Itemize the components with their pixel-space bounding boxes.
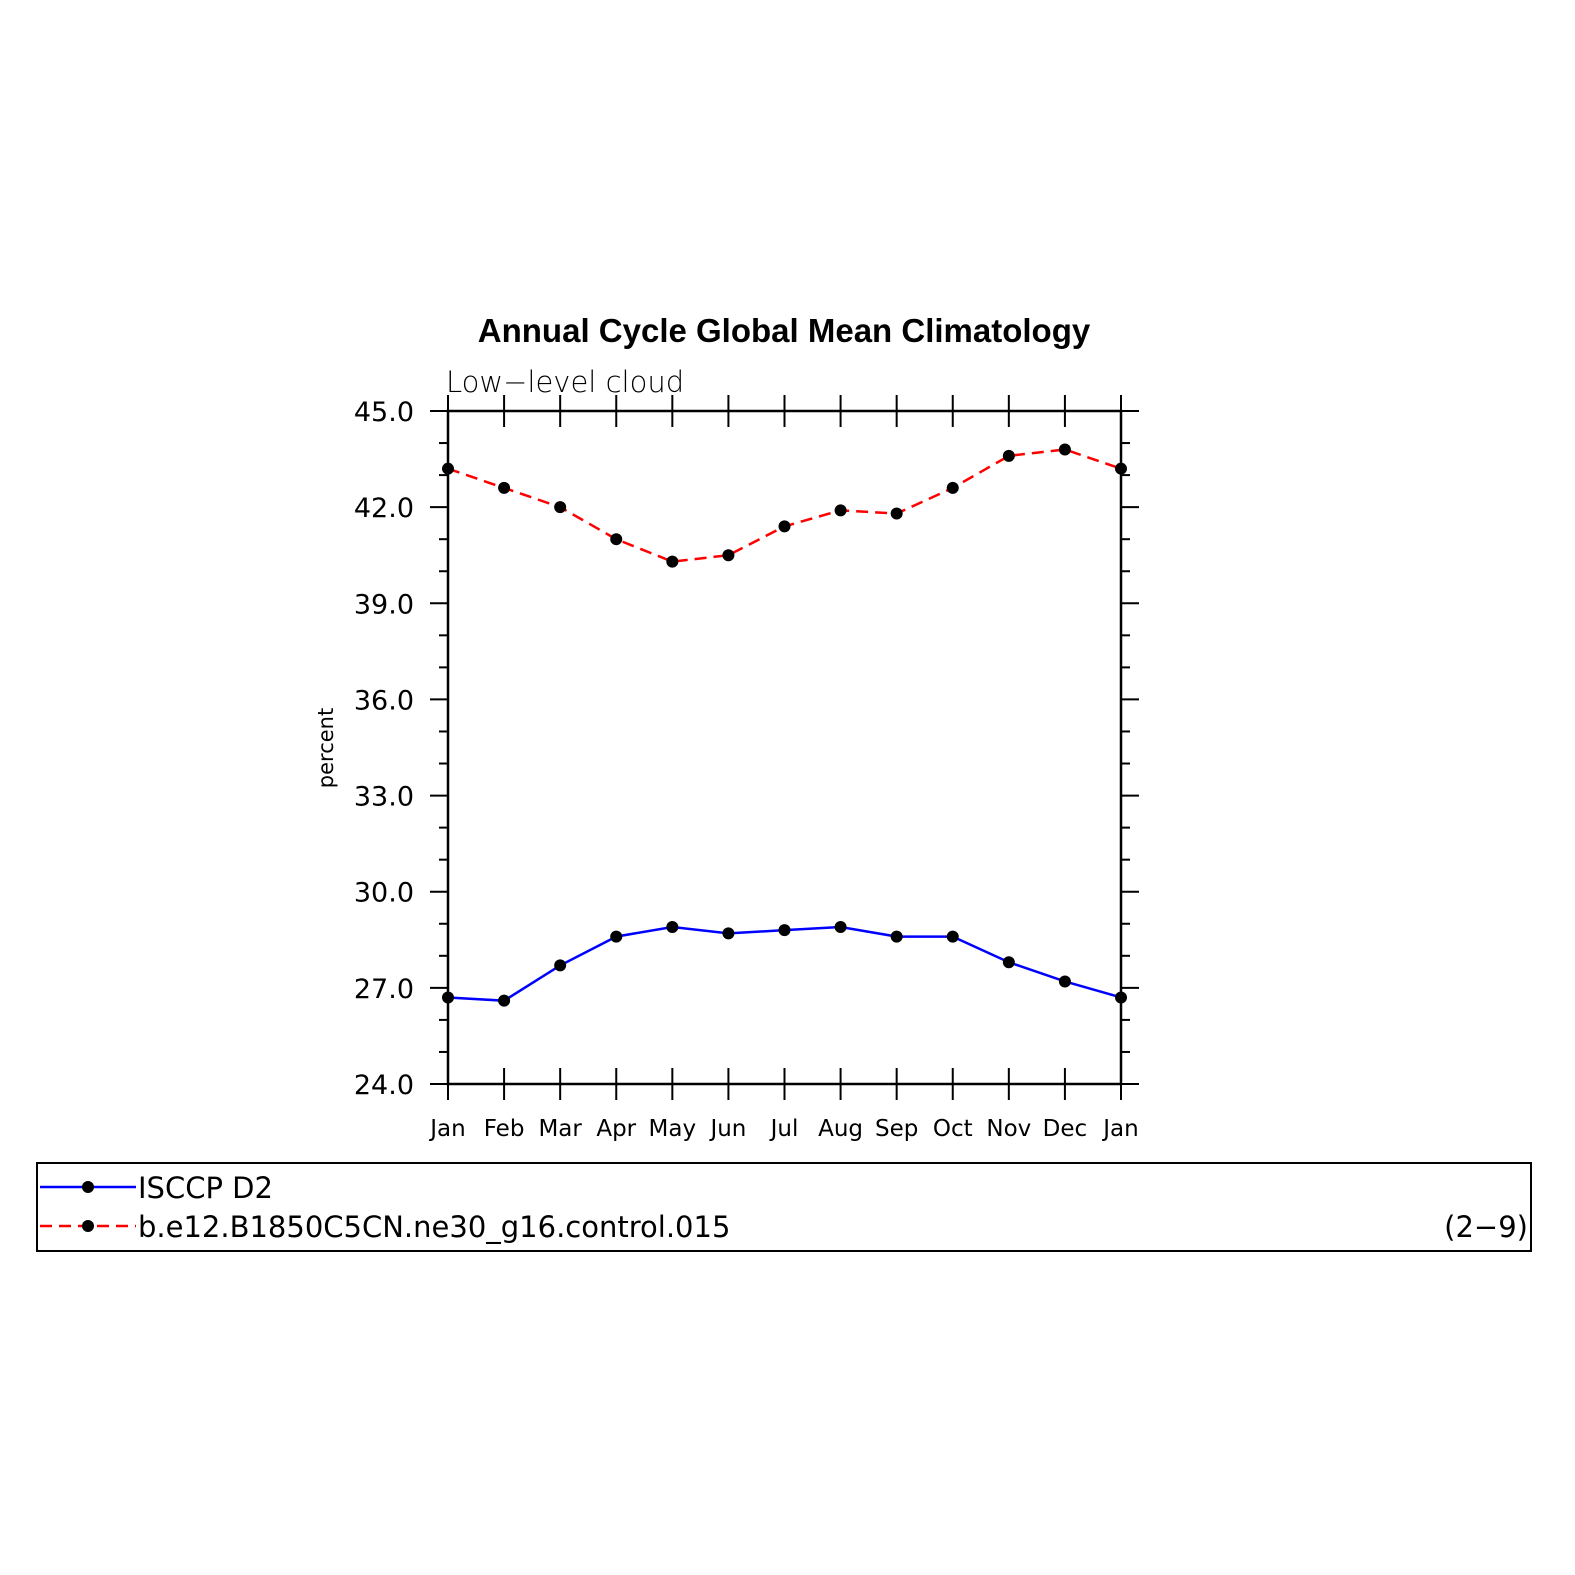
data-point <box>1002 956 1015 969</box>
y-tick-label: 30.0 <box>354 878 414 909</box>
data-point <box>666 920 679 933</box>
legend-marker-1 <box>82 1220 94 1232</box>
x-tick-label: Apr <box>596 1116 636 1142</box>
data-point <box>498 994 511 1007</box>
y-tick-label: 24.0 <box>354 1070 414 1101</box>
x-tick-label: Oct <box>933 1116 973 1142</box>
x-tick-label: Mar <box>538 1116 582 1142</box>
data-point <box>834 920 847 933</box>
chart-subtitle: Low−level cloud <box>446 365 684 399</box>
x-tick-labels: Jan Feb Mar Apr May Jun Jul Aug Sep Oct Nov Dec Jan <box>428 1116 1138 1142</box>
x-tick-label: Sep <box>875 1116 918 1142</box>
legend-box <box>36 1162 1532 1252</box>
x-tick-label: May <box>649 1116 697 1142</box>
data-point <box>778 924 791 937</box>
data-point <box>666 555 679 568</box>
data-point <box>1058 443 1071 456</box>
x-tick-label: Jan <box>1101 1116 1138 1142</box>
y-axis-label: percent <box>314 708 338 788</box>
y-tick-label: 45.0 <box>354 397 414 428</box>
x-tick-label: Jun <box>708 1116 746 1142</box>
chart-title: Annual Cycle Global Mean Climatology <box>478 312 1091 349</box>
x-tick-label: Jul <box>769 1116 799 1142</box>
y-tick-label: 36.0 <box>354 685 414 716</box>
data-point <box>1115 991 1127 1004</box>
data-point <box>778 520 791 533</box>
data-point <box>834 504 847 517</box>
legend-marker-0 <box>82 1181 94 1193</box>
series-layer <box>442 443 1127 1007</box>
y-tick-label: 39.0 <box>354 589 414 620</box>
data-point <box>498 481 511 494</box>
data-point <box>1002 449 1015 462</box>
data-point <box>610 930 623 943</box>
y-tick-label: 27.0 <box>354 974 414 1005</box>
series-line-1 <box>447 448 1122 563</box>
data-point <box>554 501 567 514</box>
x-tick-label: Nov <box>986 1116 1031 1142</box>
axis-ticks <box>430 395 1139 1100</box>
y-tick-labels: 45.0 42.0 39.0 36.0 33.0 30.0 27.0 24.0 <box>354 397 414 1101</box>
data-point <box>890 507 903 520</box>
x-tick-label: Dec <box>1043 1116 1088 1142</box>
data-point <box>946 930 959 943</box>
panel-annotation: (2−9) <box>1444 1210 1528 1244</box>
data-point <box>1115 462 1127 475</box>
data-point <box>946 481 959 494</box>
legend-label-1: b.e12.B1850C5CN.ne30_g16.control.015 <box>138 1210 730 1244</box>
data-point <box>890 930 903 943</box>
x-tick-label: Jan <box>428 1116 465 1142</box>
x-tick-label: Feb <box>484 1116 525 1142</box>
x-tick-label: Aug <box>818 1116 863 1142</box>
plot-frame <box>446 409 1123 1086</box>
data-point <box>722 549 735 562</box>
series-line-0 <box>447 925 1122 1002</box>
data-point <box>722 927 735 940</box>
data-point <box>1058 975 1071 988</box>
data-point <box>442 462 454 475</box>
legend-label-0: ISCCP D2 <box>138 1171 273 1205</box>
data-point <box>442 991 454 1004</box>
data-point <box>554 959 567 972</box>
data-point <box>610 533 623 546</box>
legend: ISCCP D2 b.e12.B1850C5CN.ne30_g16.control… <box>40 1171 730 1244</box>
y-tick-label: 42.0 <box>354 493 414 524</box>
y-tick-label: 33.0 <box>354 782 414 813</box>
